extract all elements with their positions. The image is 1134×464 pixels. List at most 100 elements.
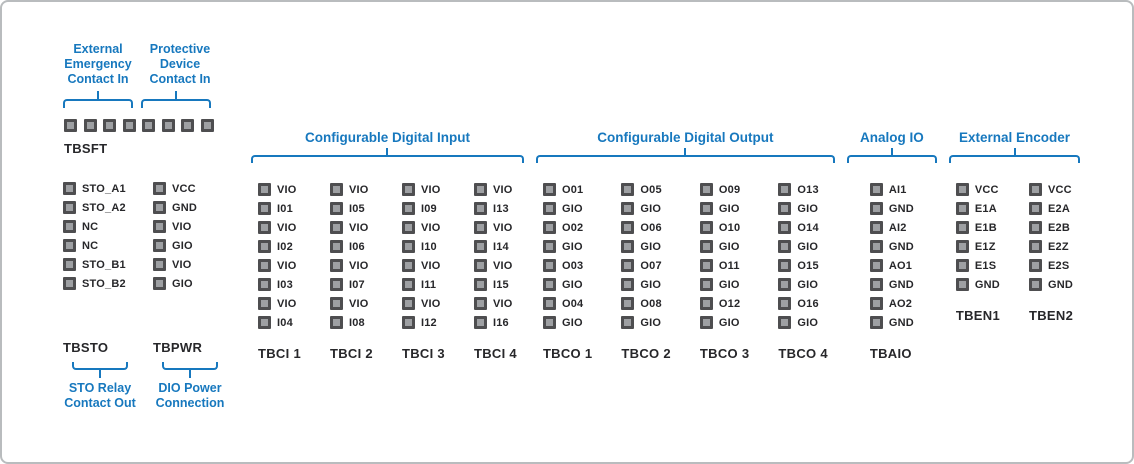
terminal-pin (699, 240, 713, 253)
pin-label: O10 (718, 221, 741, 234)
pin-label: AO2 (888, 297, 913, 310)
pin-label: O01 (561, 183, 584, 196)
terminal-pin-inner (261, 262, 268, 269)
pin-row: VIO (153, 217, 227, 236)
pin-row: O02 (542, 218, 583, 237)
pin-label: I13 (492, 202, 509, 215)
bracket-bar (63, 99, 133, 108)
terminal-pin (699, 221, 713, 234)
terminal-block-name-tbci-2: TBCI 2 (329, 346, 373, 361)
pin-label: I16 (492, 316, 509, 329)
terminal-pin (869, 221, 883, 234)
pin-label: I03 (277, 278, 293, 291)
pin-label: VIO (492, 259, 513, 272)
terminal-pin (329, 221, 343, 234)
pin-label: O14 (797, 221, 819, 234)
pin-label: VIO (277, 259, 297, 272)
pin-label: I11 (420, 278, 437, 291)
bracket-bar (162, 362, 218, 370)
terminal-pin (122, 119, 136, 132)
pin-label: AO1 (888, 259, 913, 272)
terminal-pin (63, 201, 76, 214)
terminal-pin-inner (545, 262, 553, 269)
pin-label: GND (888, 240, 914, 253)
terminal-pin-inner (156, 185, 163, 192)
pin-label: VIO (420, 259, 441, 272)
terminal-pin-inner (545, 205, 553, 212)
terminal-pin-inner (872, 205, 880, 212)
terminal-pin (542, 240, 556, 253)
pin-row: GIO (699, 237, 740, 256)
terminal-pin-inner (66, 242, 73, 249)
terminal-pin (542, 316, 556, 329)
terminal-pin-inner (872, 262, 880, 269)
terminal-column-tbco-3: O09 GIO O10 GIO O11 GIO O12 GIO TBCO 3 (699, 180, 749, 361)
terminal-pin-inner (1032, 281, 1039, 288)
terminal-pin (542, 297, 556, 310)
terminal-pin-inner (261, 243, 268, 250)
terminal-pin (329, 297, 343, 310)
terminal-pin (699, 259, 713, 272)
pin-label: GND (888, 278, 914, 291)
pin-row: GIO (542, 313, 583, 332)
terminal-pin (473, 183, 487, 196)
pin-row: O10 (699, 218, 741, 237)
terminal-pin-inner (261, 281, 268, 288)
pin-row: VCC (1029, 180, 1072, 199)
pin-row: AO2 (869, 294, 913, 313)
terminal-pin-inner (156, 242, 163, 249)
pin-row: GIO (542, 199, 583, 218)
pin-label: GIO (797, 316, 819, 329)
pin-label: E1A (974, 202, 997, 215)
terminal-pin-inner (545, 281, 553, 288)
terminal-pin-inner (404, 224, 412, 231)
pin-row: O07 (621, 256, 662, 275)
terminal-pin (621, 221, 635, 234)
terminal-pin-inner (624, 262, 632, 269)
terminal-pin-inner (332, 186, 340, 193)
pin-label: I09 (420, 202, 437, 215)
group-columns: O01 GIO O02 GIO O03 GIO O04 GIO TBCO 1 O05 GIO O06 G… (542, 180, 828, 361)
pin-row: GIO (699, 313, 740, 332)
pin-row: I05 (329, 199, 365, 218)
pin-row: VIO (401, 218, 441, 237)
terminal-pin (955, 202, 969, 215)
pin-label: STO_B2 (82, 277, 126, 290)
pin-label: GIO (797, 240, 819, 253)
pin-row: GIO (542, 275, 583, 294)
terminal-pin-inner (156, 204, 163, 211)
pin-label: GIO (797, 202, 819, 215)
pin-label: STO_A1 (82, 182, 126, 195)
terminal-pin-inner (1032, 262, 1039, 269)
pin-row: E2S (1029, 256, 1069, 275)
external-emergency-contact-label: External Emergency Contact In (64, 42, 132, 86)
pin-label: E1Z (974, 240, 996, 253)
pin-label: I05 (348, 202, 365, 215)
pin-row: STO_B2 (63, 274, 137, 293)
terminal-pin-inner (66, 185, 73, 192)
pin-label: AI2 (888, 221, 907, 234)
terminal-block-name-tbsft: TBSFT (64, 141, 108, 156)
pin-label: O15 (797, 259, 819, 272)
pin-row: O06 (621, 218, 662, 237)
pin-row: GIO (699, 199, 740, 218)
pin-label: GIO (172, 277, 193, 290)
pin-label: GND (888, 316, 914, 329)
pin-label: GIO (561, 278, 583, 291)
pin-row: STO_A1 (63, 179, 137, 198)
terminal-pin-inner (476, 243, 484, 250)
terminal-pin-inner (106, 122, 113, 129)
terminal-pin-inner (66, 261, 73, 268)
pin-row: GIO (621, 313, 661, 332)
pin-row: GND (869, 313, 914, 332)
terminal-column-tbco-2: O05 GIO O06 GIO O07 GIO O08 GIO TBCO 2 (621, 180, 671, 361)
pin-row: VCC (955, 180, 999, 199)
terminal-pin (63, 258, 76, 271)
terminal-pin-inner (404, 205, 412, 212)
terminal-pin (778, 221, 792, 234)
bracket-bar (846, 155, 937, 163)
bracket-bar (72, 362, 128, 370)
pin-row: O15 (778, 256, 819, 275)
pin-row: I03 (258, 275, 293, 294)
